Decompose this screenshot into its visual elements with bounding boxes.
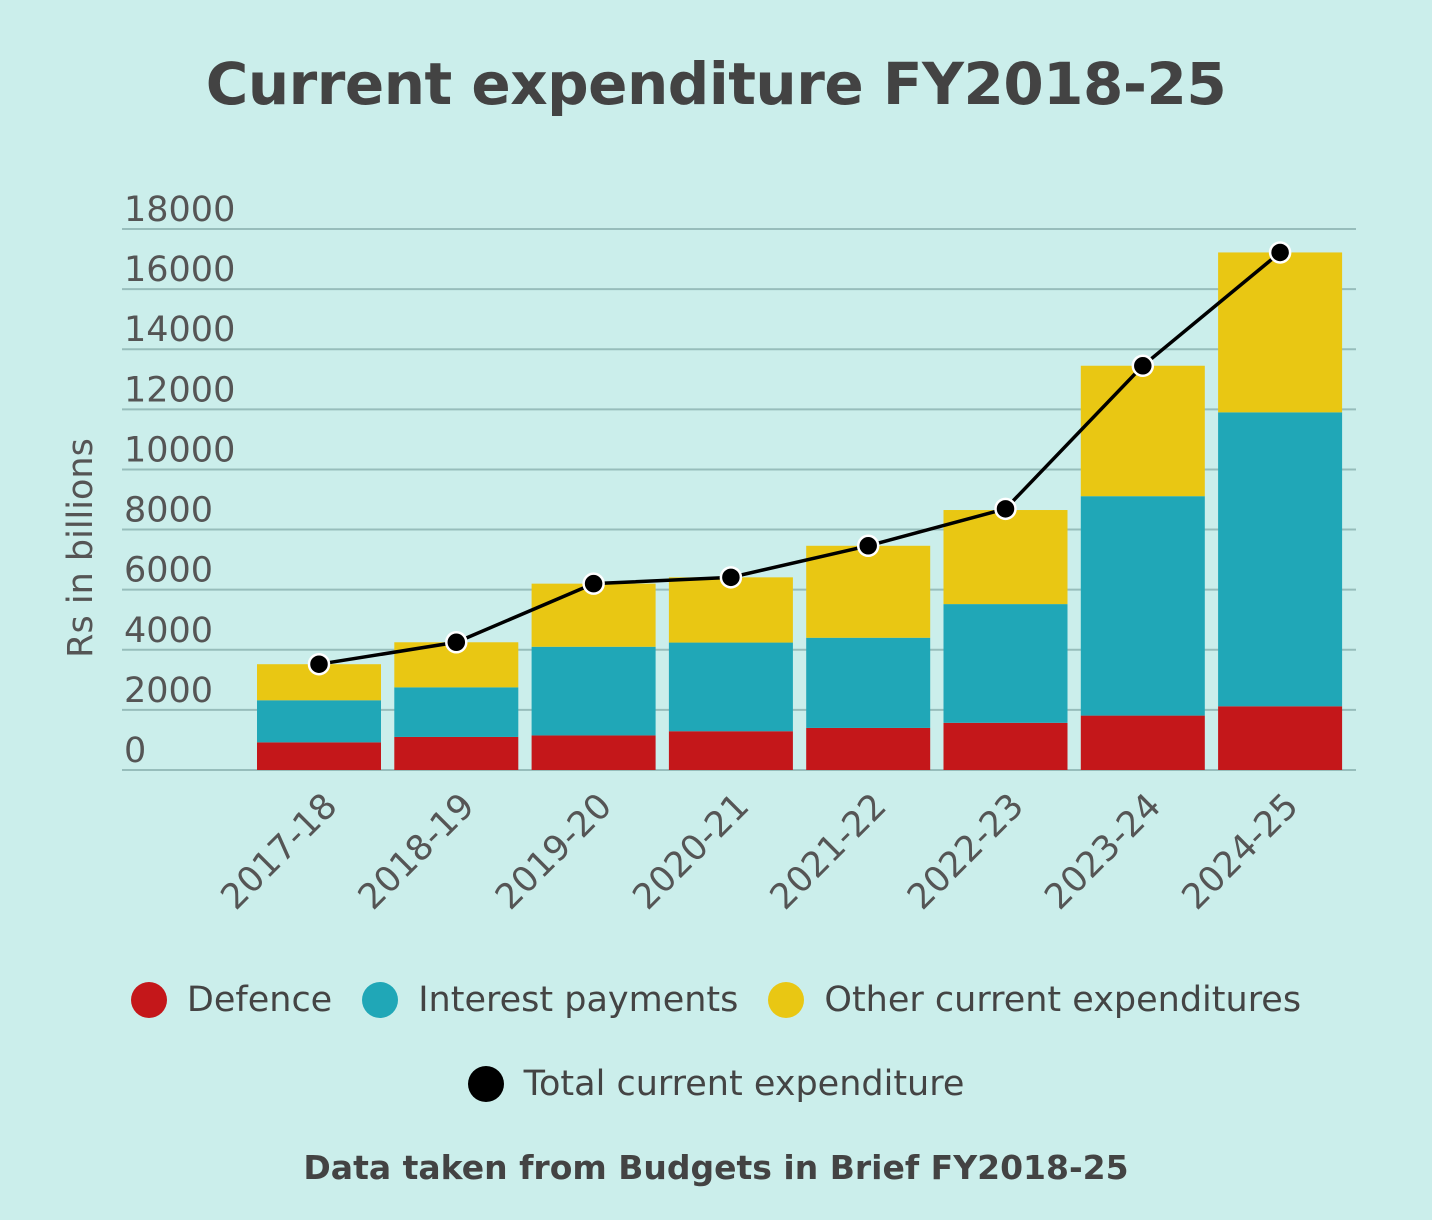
y-tick-label: 12000 [124,370,235,410]
total-point-2021-22 [856,534,880,558]
bar-defence-2019-20 [531,735,656,770]
total-line [307,241,1292,676]
y-tick-label: 0 [124,731,146,771]
y-tick-labels: 0 2000 4000 6000 8000 10000 12000 14000 16000 180… [124,190,235,771]
bar-defence-2024-25 [1218,706,1343,770]
bar-other-current-expenditures-2023-24 [1080,365,1205,497]
legend: Defence Interest payments Other current … [0,980,1432,1020]
total-line-path [318,251,1282,666]
legend-item-defence: Defence [130,980,333,1020]
x-tick-label: 2023-24 [1037,786,1169,918]
y-tick-label: 16000 [124,250,235,290]
legend-label-defence: Defence [186,980,333,1020]
bar-other-current-expenditures-2024-25 [1218,252,1343,413]
legend-line: Total current expenditure [0,1064,1432,1104]
bar-interest-payments-2018-19 [394,687,519,737]
y-tick-label: 10000 [124,430,235,470]
x-tick-label: 2018-19 [351,786,483,918]
bar-defence-2022-23 [943,722,1068,770]
y-tick-label: 14000 [124,310,235,350]
legend-item-interest: Interest payments [362,980,738,1020]
bar-interest-payments-2022-23 [943,604,1068,723]
bars [257,252,1343,770]
y-tick-label: 4000 [124,611,213,651]
bar-other-current-expenditures-2022-23 [943,510,1068,605]
x-tick-label: 2022-23 [900,786,1032,918]
bar-defence-2020-21 [668,731,793,770]
bar-interest-payments-2023-24 [1080,496,1205,716]
bar-defence-2023-24 [1080,715,1205,770]
total-point-2019-20 [582,572,605,595]
legend-swatch-other [768,982,805,1018]
bar-interest-payments-2017-18 [257,700,381,743]
bar-defence-2021-22 [806,727,931,770]
legend-swatch-interest [362,982,399,1018]
legend-item-other: Other current expenditures [768,980,1301,1020]
bar-interest-payments-2024-25 [1218,412,1343,707]
y-tick-label: 2000 [124,671,213,711]
total-point-2018-19 [445,631,468,654]
legend-label-total: Total current expenditure [523,1064,965,1104]
y-tick-label: 8000 [124,491,213,531]
bar-defence-2018-19 [394,736,519,770]
total-point-2022-23 [994,497,1017,521]
bar-interest-payments-2019-20 [531,646,656,736]
x-tick-label: 2020-21 [626,786,758,918]
legend-swatch-total [467,1066,504,1102]
x-tick-label: 2019-20 [488,786,620,918]
chart-title: Current expenditure FY2018-25 [205,50,1227,118]
legend-swatch-defence [130,982,167,1018]
total-point-2023-24 [1131,354,1155,378]
total-point-2024-25 [1268,241,1292,264]
bar-other-current-expenditures-2021-22 [806,545,931,638]
legend-item-total: Total current expenditure [467,1064,965,1104]
x-tick-label: 2024-25 [1175,786,1307,918]
x-tick-labels: 2017-18 2018-19 2019-20 2020-21 2021-22 2022-… [214,786,1307,918]
total-point-2017-18 [307,652,331,676]
x-tick-label: 2021-22 [763,786,895,918]
y-axis-title: Rs in billions [61,438,101,658]
legend-label-other: Other current expenditures [824,980,1302,1020]
bar-interest-payments-2020-21 [668,642,793,732]
total-point-2020-21 [719,566,743,589]
chart-plot: 0 2000 4000 6000 8000 10000 12000 14000 16000 180… [61,190,1356,918]
bar-interest-payments-2021-22 [806,637,931,728]
legend-label-interest: Interest payments [418,980,739,1020]
bar-defence-2017-18 [257,742,381,770]
y-tick-label: 6000 [124,551,213,591]
source-note: Data taken from Budgets in Brief FY2018-… [303,1148,1129,1187]
y-tick-label: 18000 [124,190,235,230]
x-tick-label: 2017-18 [214,786,346,918]
